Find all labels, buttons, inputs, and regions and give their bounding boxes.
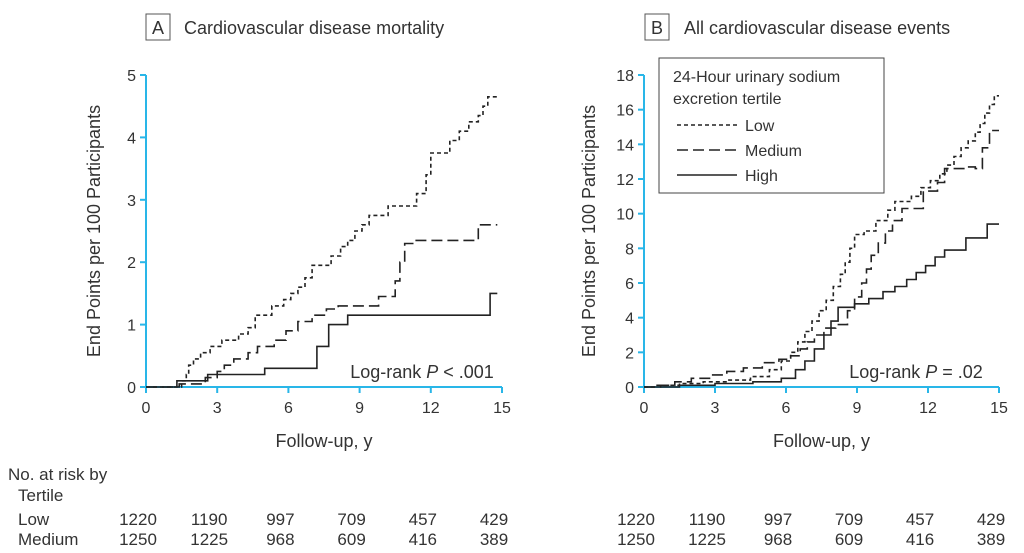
risk-value-medium-panel-b: 1225	[688, 530, 726, 549]
risk-value-low-panel-b: 1220	[617, 510, 655, 529]
panel-b-title: All cardiovascular disease events	[684, 18, 950, 38]
panel-b-x-tick-label: 6	[782, 400, 791, 417]
panel-b-y-tick-label: 2	[625, 345, 634, 362]
panel-a-series-low-line	[146, 96, 498, 388]
panel-b-logrank-annotation: Log-rank P = .02	[849, 362, 983, 382]
panel-b-x-tick-label: 0	[640, 400, 649, 417]
panel-b-y-tick-label: 8	[625, 241, 634, 258]
panel-b-legend-label-medium: Medium	[745, 143, 802, 160]
risk-value-medium-panel-b: 389	[976, 530, 1006, 549]
panel-b-legend-label-low: Low	[745, 118, 775, 135]
risk-value-low-panel-b: 457	[905, 510, 935, 529]
panel-a-x-tick-label: 9	[355, 400, 364, 417]
risk-value-medium-panel-a: 1250	[119, 530, 157, 549]
panel-a-y-tick-label: 4	[127, 130, 136, 147]
panel-a-y-tick-label: 2	[127, 255, 136, 272]
risk-value-low-panel-a: 1190	[190, 510, 228, 529]
panel-b-y-tick-label: 0	[625, 380, 634, 397]
panel-b-y-tick-label: 16	[616, 103, 634, 120]
panel-b-x-tick-label: 15	[990, 400, 1008, 417]
risk-value-low-panel-a: 709	[337, 510, 366, 529]
risk-value-medium-panel-b: 609	[834, 530, 864, 549]
panel-a-x-tick-label: 15	[493, 400, 511, 417]
panel-b-series-medium-line	[644, 129, 999, 388]
risk-value-medium-panel-b: 968	[763, 530, 793, 549]
risk-value-low-panel-b: 429	[976, 510, 1006, 529]
risk-value-medium-panel-a: 389	[479, 530, 509, 549]
risk-value-low-panel-b: 997	[763, 510, 793, 529]
panel-b-y-axis-label: End Points per 100 Participants	[579, 105, 599, 357]
panel-b-y-tick-label: 6	[625, 276, 634, 293]
panel-b-y-tick-label: 18	[616, 68, 634, 85]
risk-value-medium-panel-a: 416	[408, 530, 437, 549]
risk-value-low-panel-b: 709	[834, 510, 864, 529]
risk-value-medium-panel-b: 1250	[617, 530, 655, 549]
panel-b-series-high-line	[644, 223, 999, 388]
panel-b-letter: B	[651, 18, 663, 38]
panel-b-x-tick-label: 9	[853, 400, 862, 417]
risk-value-medium-panel-a: 1225	[190, 530, 229, 549]
panel-b-x-tick-label: 3	[711, 400, 720, 417]
risk-value-low-panel-a: 997	[266, 510, 295, 529]
panel-a-x-tick-label: 0	[142, 400, 151, 417]
risk-value-medium-panel-a: 609	[337, 530, 366, 549]
panel-a-x-tick-label: 12	[422, 400, 440, 417]
panel-b-x-tick-label: 12	[919, 400, 937, 417]
panel-a-y-tick-label: 5	[127, 68, 136, 85]
panel-b-y-tick-label: 4	[625, 311, 634, 328]
panel-a-y-tick-label: 3	[127, 193, 136, 210]
panel-b-legend-box	[658, 57, 885, 194]
panel-a-x-axis-label: Follow-up, y	[275, 431, 372, 451]
risk-row-label-low: Low	[18, 510, 50, 529]
risk-value-low-panel-a: 457	[408, 510, 437, 529]
panel-b-letter-box	[644, 13, 670, 41]
risk-table-header-line1: No. at risk by	[8, 465, 108, 484]
panel-b-legend-title-line: 24-Hour urinary sodium	[673, 69, 840, 86]
risk-row-label-medium: Medium	[18, 530, 79, 549]
panel-b-x-axis-label: Follow-up, y	[773, 431, 870, 451]
risk-value-medium-panel-b: 416	[905, 530, 935, 549]
panel-b-y-tick-label: 12	[616, 172, 634, 189]
risk-value-low-panel-a: 1220	[119, 510, 157, 529]
panel-a-x-tick-label: 6	[284, 400, 293, 417]
panel-a-logrank-annotation: Log-rank P < .001	[350, 362, 494, 382]
panel-b-legend-label-high: High	[745, 168, 778, 185]
panel-b-y-tick-label: 10	[616, 207, 634, 224]
panel-a-letter-box	[145, 13, 171, 41]
panel-b-y-tick-label: 14	[616, 137, 634, 154]
risk-value-medium-panel-a: 968	[266, 530, 295, 549]
panel-a-letter: A	[152, 18, 164, 38]
panel-b-legend-title-line: excretion tertile	[673, 91, 782, 108]
panel-a-x-tick-label: 3	[213, 400, 222, 417]
panel-a-series-medium-line	[146, 224, 498, 388]
panel-b-series-low-line	[644, 95, 999, 388]
panel-a-y-tick-label: 1	[127, 318, 136, 335]
panel-a-y-tick-label: 0	[127, 380, 136, 397]
risk-value-low-panel-b: 1190	[688, 510, 726, 529]
risk-table-header-line2: Tertile	[18, 486, 64, 505]
panel-a-title: Cardiovascular disease mortality	[184, 18, 444, 38]
panel-a-y-axis-label: End Points per 100 Participants	[84, 105, 104, 357]
panel-a-series-high-line	[146, 292, 498, 388]
risk-value-low-panel-a: 429	[479, 510, 509, 529]
